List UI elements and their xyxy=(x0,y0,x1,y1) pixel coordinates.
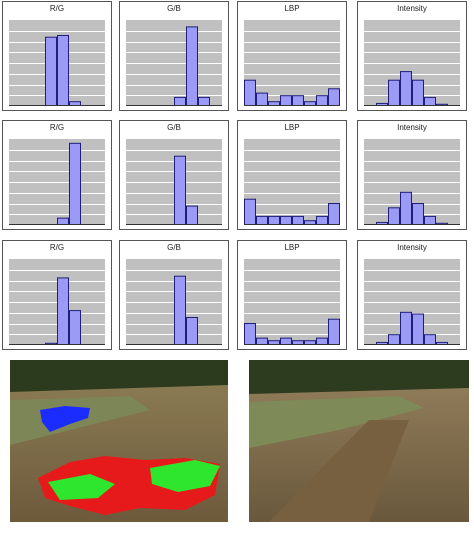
histogram-panel: R/G xyxy=(2,120,112,230)
histogram-panel: Intensity xyxy=(357,1,467,111)
histogram-bar xyxy=(45,36,57,106)
histogram-bar xyxy=(186,26,198,106)
histogram-svg xyxy=(9,259,105,345)
histogram-svg xyxy=(364,20,460,106)
histogram-panel: G/B xyxy=(119,120,229,230)
histogram-bar xyxy=(328,203,340,225)
histogram-panel: R/G xyxy=(2,1,112,111)
path-track xyxy=(269,420,409,522)
histogram-bar xyxy=(292,215,304,225)
histogram-bar xyxy=(244,323,256,345)
histogram-svg xyxy=(126,20,222,106)
histogram-panel: LBP xyxy=(237,1,347,111)
histogram-bar xyxy=(69,310,81,345)
chart-title: Intensity xyxy=(397,4,427,13)
chart-title: LBP xyxy=(284,243,300,252)
histogram-bar xyxy=(316,337,328,345)
histogram-svg xyxy=(244,259,340,345)
histogram-bar xyxy=(256,337,268,345)
histogram-bar xyxy=(57,34,69,106)
histogram-bar xyxy=(388,207,400,225)
histogram-bar xyxy=(198,96,210,106)
histogram-bar xyxy=(256,92,268,106)
histogram-svg xyxy=(244,139,340,225)
histogram-bar xyxy=(174,275,186,345)
histogram-panel: LBP xyxy=(237,240,347,350)
histogram-panel: Intensity xyxy=(357,120,467,230)
plot-area xyxy=(126,139,222,225)
histogram-bar xyxy=(412,313,424,345)
grass-patch xyxy=(249,396,424,448)
tree-line xyxy=(249,360,469,394)
chart-title: R/G xyxy=(49,243,65,252)
histogram-bar xyxy=(424,334,436,345)
histogram-bar xyxy=(424,96,436,106)
histogram-bar xyxy=(412,203,424,225)
histogram-svg xyxy=(244,20,340,106)
blue-segment xyxy=(40,406,90,432)
chart-title: Intensity xyxy=(397,123,427,132)
plot-area xyxy=(126,259,222,345)
histogram-bar xyxy=(244,79,256,106)
histogram-bar xyxy=(174,155,186,225)
chart-title: G/B xyxy=(167,123,181,132)
plot-area xyxy=(9,139,105,225)
histogram-bar xyxy=(400,71,412,106)
chart-title: LBP xyxy=(284,4,300,13)
histogram-bar xyxy=(186,316,198,345)
segmented-terrain-photo xyxy=(10,360,228,522)
histogram-bar xyxy=(174,96,186,106)
histogram-bar xyxy=(388,79,400,106)
chart-title: LBP xyxy=(284,123,300,132)
histogram-bar xyxy=(424,215,436,225)
plot-area xyxy=(364,20,460,106)
plot-area xyxy=(9,259,105,345)
histogram-bar xyxy=(316,95,328,106)
histogram-bar xyxy=(280,95,292,106)
histogram-bar xyxy=(244,198,256,225)
chart-title: Intensity xyxy=(397,243,427,252)
histogram-bar xyxy=(328,88,340,106)
plot-area xyxy=(126,20,222,106)
plot-area xyxy=(364,259,460,345)
histogram-bar xyxy=(280,337,292,345)
histogram-svg xyxy=(9,20,105,106)
plot-area xyxy=(244,139,340,225)
green-segment xyxy=(48,474,115,500)
chart-title: G/B xyxy=(167,243,181,252)
plot-area xyxy=(9,20,105,106)
chart-title: R/G xyxy=(49,123,65,132)
histogram-panel: LBP xyxy=(237,120,347,230)
histogram-bar xyxy=(412,79,424,106)
histogram-bar xyxy=(316,215,328,225)
green-segment xyxy=(150,460,220,492)
histogram-bar xyxy=(388,334,400,345)
histogram-bar xyxy=(69,142,81,225)
histogram-bar xyxy=(280,215,292,225)
histogram-svg xyxy=(9,139,105,225)
histogram-svg xyxy=(126,139,222,225)
plot-area xyxy=(244,20,340,106)
histogram-bar xyxy=(186,205,198,225)
histogram-bar xyxy=(57,277,69,345)
histogram-panel: R/G xyxy=(2,240,112,350)
histogram-panel: Intensity xyxy=(357,240,467,350)
chart-title: R/G xyxy=(49,4,65,13)
histogram-bar xyxy=(328,318,340,345)
histogram-panel: G/B xyxy=(119,1,229,111)
histogram-bar xyxy=(256,215,268,225)
histogram-bar xyxy=(268,215,280,225)
histogram-bar xyxy=(57,217,69,225)
histogram-bar xyxy=(292,95,304,106)
histogram-svg xyxy=(364,139,460,225)
plot-area xyxy=(244,259,340,345)
histogram-svg xyxy=(364,259,460,345)
histogram-svg xyxy=(126,259,222,345)
histogram-bar xyxy=(400,191,412,225)
plot-area xyxy=(364,139,460,225)
chart-title: G/B xyxy=(167,4,181,13)
original-terrain-photo xyxy=(249,360,469,522)
histogram-panel: G/B xyxy=(119,240,229,350)
histogram-bar xyxy=(400,311,412,345)
